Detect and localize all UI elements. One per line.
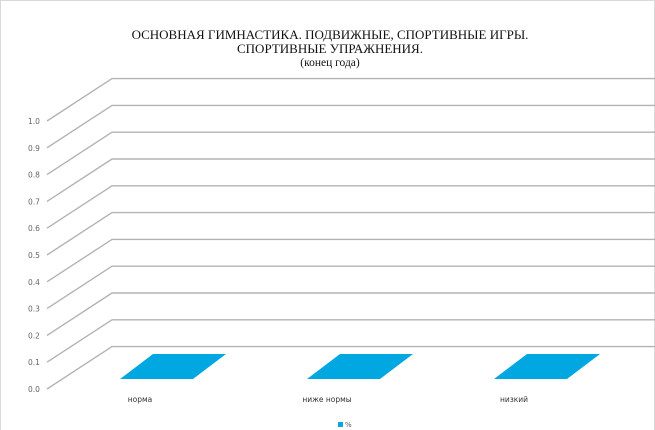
bar-3 bbox=[494, 354, 600, 379]
y-tick-label: 0.5 bbox=[28, 251, 40, 260]
chart-title-line-2: СПОРТИВНЫЕ УПРАЖНЕНИЯ. bbox=[237, 41, 423, 56]
y-tick-label: 1.0 bbox=[28, 117, 40, 126]
gridline bbox=[46, 319, 655, 363]
y-tick-label: 0.9 bbox=[28, 144, 40, 153]
bar-2 bbox=[307, 354, 413, 379]
gridline bbox=[46, 131, 655, 176]
y-axis-tick-labels: 0.0 0.1 0.2 0.3 0.4 0.5 0.6 0.7 0.8 0.9 1.0 bbox=[28, 117, 40, 394]
gridline bbox=[46, 238, 655, 283]
y-tick-label: 0.8 bbox=[28, 171, 40, 180]
y-tick-label: 0.7 bbox=[28, 197, 40, 206]
gridline bbox=[46, 211, 655, 256]
y-tick-label: 0.4 bbox=[28, 278, 40, 287]
y-tick-label: 0.1 bbox=[28, 358, 40, 367]
legend-swatch bbox=[338, 422, 343, 427]
y-tick-label: 0.3 bbox=[28, 305, 40, 314]
y-tick-label: 0.2 bbox=[28, 331, 40, 340]
x-category-label: низкий bbox=[500, 395, 528, 404]
y-tick-label: 0.0 bbox=[28, 385, 40, 394]
x-category-label: ниже нормы bbox=[302, 395, 351, 404]
gridline bbox=[46, 185, 655, 229]
gridline bbox=[46, 292, 655, 336]
gridline bbox=[46, 345, 655, 390]
legend-label: % bbox=[345, 421, 352, 429]
gridlines bbox=[46, 77, 655, 390]
y-tick-label: 0.6 bbox=[28, 224, 40, 233]
x-axis-category-labels: норма ниже нормы низкий bbox=[128, 395, 528, 404]
bar-1 bbox=[120, 354, 226, 379]
chart-title-line-1: ОСНОВНАЯ ГИМНАСТИКА. ПОДВИЖНЫЕ, СПОРТИВН… bbox=[131, 27, 529, 42]
gridline bbox=[46, 265, 655, 310]
gridline bbox=[46, 158, 655, 202]
bars bbox=[120, 354, 600, 379]
gridline bbox=[46, 77, 655, 122]
x-category-label: норма bbox=[128, 395, 153, 404]
legend: % bbox=[338, 421, 352, 429]
gridline bbox=[46, 104, 655, 149]
chart-subtitle: (конец года) bbox=[300, 57, 360, 69]
